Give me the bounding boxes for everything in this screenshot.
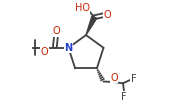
Text: O: O	[52, 26, 60, 36]
Text: O: O	[104, 10, 111, 20]
Text: F: F	[121, 92, 127, 102]
Text: O: O	[41, 47, 49, 57]
Polygon shape	[86, 16, 97, 35]
Text: F: F	[131, 74, 137, 84]
Text: O: O	[110, 73, 118, 83]
Text: HO: HO	[75, 3, 90, 13]
Text: N: N	[64, 43, 73, 53]
